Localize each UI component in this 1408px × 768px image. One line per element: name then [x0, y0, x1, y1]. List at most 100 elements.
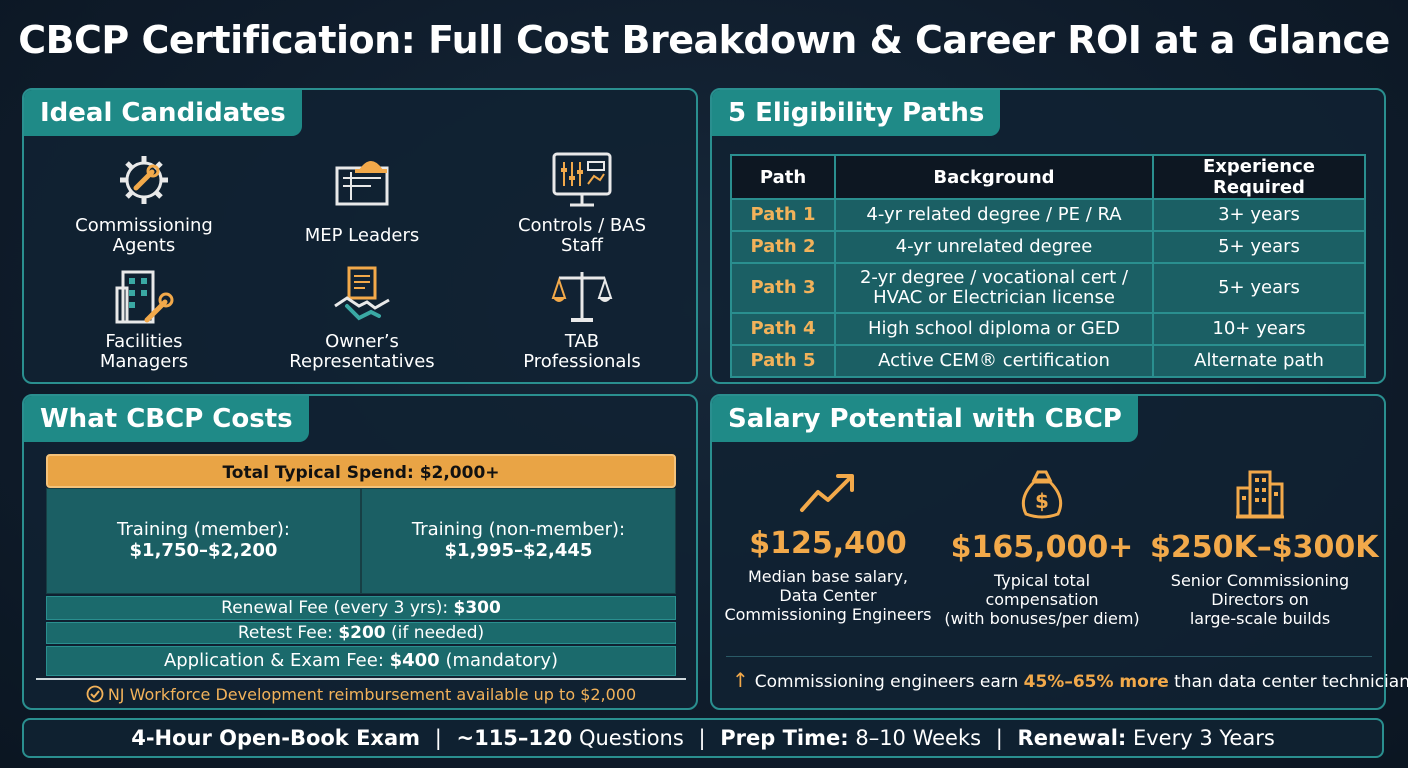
renewal-fee-bar: Renewal Fee (every 3 yrs): $300	[46, 596, 676, 620]
total-spend-banner: Total Typical Spend: $2,000+	[46, 454, 676, 488]
candidate-label: Commissioning Agents	[75, 215, 213, 256]
candidate-label: Controls / BAS Staff	[517, 215, 647, 256]
experience-cell: 3+ years	[1152, 198, 1366, 232]
costs-panel: What CBCP Costs Total Typical Spend: $2,…	[22, 394, 698, 710]
svg-text:$: $	[1035, 489, 1049, 513]
path-cell: Path 5	[730, 344, 836, 378]
salary-item-median: $125,400 Median base salary, Data Center…	[718, 468, 938, 624]
application-fee-value: $400	[389, 650, 440, 671]
training-nonmember-value: $1,995–$2,445	[444, 540, 593, 561]
column-header: Experience Required	[1152, 154, 1366, 200]
trend-up-icon	[800, 474, 854, 512]
balance-scale-icon	[551, 272, 613, 322]
footer-separator: |	[698, 726, 706, 750]
check-circle-icon	[86, 685, 104, 703]
salary-note-prefix: Commissioning engineers earn	[754, 672, 1024, 692]
table-row: Path 1 4-yr related degree / PE / RA 3+ …	[730, 198, 1366, 232]
table-row: Path 4 High school diploma or GED 10+ ye…	[730, 312, 1366, 346]
cost-divider	[36, 678, 686, 680]
training-member-label: Training (member):	[117, 519, 290, 540]
retest-fee-label: Retest Fee:	[237, 623, 339, 643]
renewal-fee-value: $300	[453, 598, 501, 618]
table-row: Path 3 2-yr degree / vocational cert / H…	[730, 262, 1366, 314]
question-label: Questions	[572, 726, 684, 750]
application-fee-label: Application & Exam Fee:	[163, 650, 390, 671]
blueprint-hardhat-icon	[335, 161, 389, 206]
salary-note-highlight: 45%–65% more	[1023, 672, 1169, 692]
candidate-mep-leaders: MEP Leaders	[262, 150, 462, 246]
salary-note-suffix: than data center technicians	[1168, 672, 1408, 692]
renewal-label: Renewal:	[1017, 726, 1127, 750]
prep-time-value: 8–10 Weeks	[848, 726, 982, 750]
footer-separator: |	[434, 726, 442, 750]
table-row: Path 2 4-yr unrelated degree 5+ years	[730, 230, 1366, 264]
salary-heading: Salary Potential with CBCP	[712, 396, 1138, 442]
experience-cell: 5+ years	[1152, 230, 1366, 264]
candidate-label: TAB Professionals	[523, 331, 641, 372]
renewal-fee-label: Renewal Fee (every 3 yrs):	[221, 598, 454, 618]
handshake-document-icon	[334, 266, 390, 321]
renewal-value: Every 3 Years	[1126, 726, 1275, 750]
training-nonmember-box: Training (non-member): $1,995–$2,445	[361, 488, 676, 594]
candidate-label: Owner’s Representatives	[289, 331, 435, 372]
exam-summary-footer: 4-Hour Open-Book Exam | ~115–120 Questio…	[22, 718, 1384, 758]
retest-fee-suffix: (if needed)	[385, 623, 485, 643]
salary-description: Senior Commissioning Directors on large-…	[1170, 571, 1350, 628]
candidate-facilities-managers: Facilities Managers	[44, 266, 244, 372]
application-fee-bar: Application & Exam Fee: $400 (mandatory)	[46, 646, 676, 676]
prep-time-label: Prep Time:	[720, 726, 849, 750]
candidates-panel: Ideal Candidates Commissioning Agents ME…	[22, 88, 698, 384]
salary-item-total: $ $165,000+ Typical total compensation (…	[932, 468, 1152, 628]
eligibility-panel: 5 Eligibility Paths Path Background Expe…	[710, 88, 1386, 384]
monitor-controls-icon	[552, 152, 612, 207]
gear-wrench-icon	[120, 156, 168, 204]
costs-heading: What CBCP Costs	[24, 396, 309, 442]
salary-value: $250K–$300K	[1150, 530, 1379, 565]
candidate-label: Facilities Managers	[99, 331, 189, 372]
footer-separator: |	[995, 726, 1003, 750]
salary-description: Median base salary, Data Center Commissi…	[724, 567, 932, 624]
money-bag-icon: $	[1021, 470, 1063, 519]
building-wrench-icon	[115, 270, 174, 324]
salary-value: $125,400	[749, 526, 907, 561]
table-row: Path 5 Active CEM® certification Alterna…	[730, 344, 1366, 378]
table-header-row: Path Background Experience Required	[730, 154, 1366, 200]
reimbursement-note: NJ Workforce Development reimbursement a…	[24, 685, 698, 704]
application-fee-suffix: (mandatory)	[439, 650, 559, 671]
path-cell: Path 4	[730, 312, 836, 346]
background-cell: Active CEM® certification	[834, 344, 1154, 378]
training-nonmember-label: Training (non-member):	[411, 519, 626, 540]
salary-item-senior: $250K–$300K Senior Commissioning Directo…	[1150, 468, 1379, 628]
background-cell: 4-yr related degree / PE / RA	[834, 198, 1154, 232]
reimbursement-text: NJ Workforce Development reimbursement a…	[107, 685, 637, 704]
candidate-tab-professionals: TAB Professionals	[482, 266, 682, 372]
candidate-commissioning-agents: Commissioning Agents	[44, 150, 244, 256]
experience-cell: Alternate path	[1152, 344, 1366, 378]
retest-fee-bar: Retest Fee: $200 (if needed)	[46, 622, 676, 644]
experience-cell: 10+ years	[1152, 312, 1366, 346]
salary-description: Typical total compensation (with bonuses…	[944, 571, 1140, 628]
background-cell: High school diploma or GED	[834, 312, 1154, 346]
exam-format: 4-Hour Open-Book Exam	[131, 726, 421, 750]
salary-divider	[726, 656, 1372, 657]
experience-cell: 5+ years	[1152, 262, 1366, 314]
salary-panel: Salary Potential with CBCP $125,400 Medi…	[710, 394, 1408, 710]
background-cell: 2-yr degree / vocational cert / HVAC or …	[834, 262, 1154, 314]
candidate-label: MEP Leaders	[304, 225, 420, 246]
candidate-controls-bas: Controls / BAS Staff	[482, 150, 682, 256]
arrow-up-icon: ↑	[732, 668, 749, 692]
page-title: CBCP Certification: Full Cost Breakdown …	[18, 18, 1390, 62]
salary-comparison-note: ↑ Commissioning engineers earn 45%–65% mo…	[732, 668, 1408, 692]
candidate-owners-reps: Owner’s Representatives	[262, 266, 462, 372]
eligibility-heading: 5 Eligibility Paths	[712, 90, 1001, 136]
candidates-heading: Ideal Candidates	[24, 90, 302, 136]
training-member-box: Training (member): $1,750–$2,200	[46, 488, 361, 594]
training-member-value: $1,750–$2,200	[129, 540, 278, 561]
column-header: Path	[730, 154, 836, 200]
salary-value: $165,000+	[950, 530, 1134, 565]
path-cell: Path 1	[730, 198, 836, 232]
path-cell: Path 2	[730, 230, 836, 264]
retest-fee-value: $200	[338, 623, 386, 643]
background-cell: 4-yr unrelated degree	[834, 230, 1154, 264]
column-header: Background	[834, 154, 1154, 200]
